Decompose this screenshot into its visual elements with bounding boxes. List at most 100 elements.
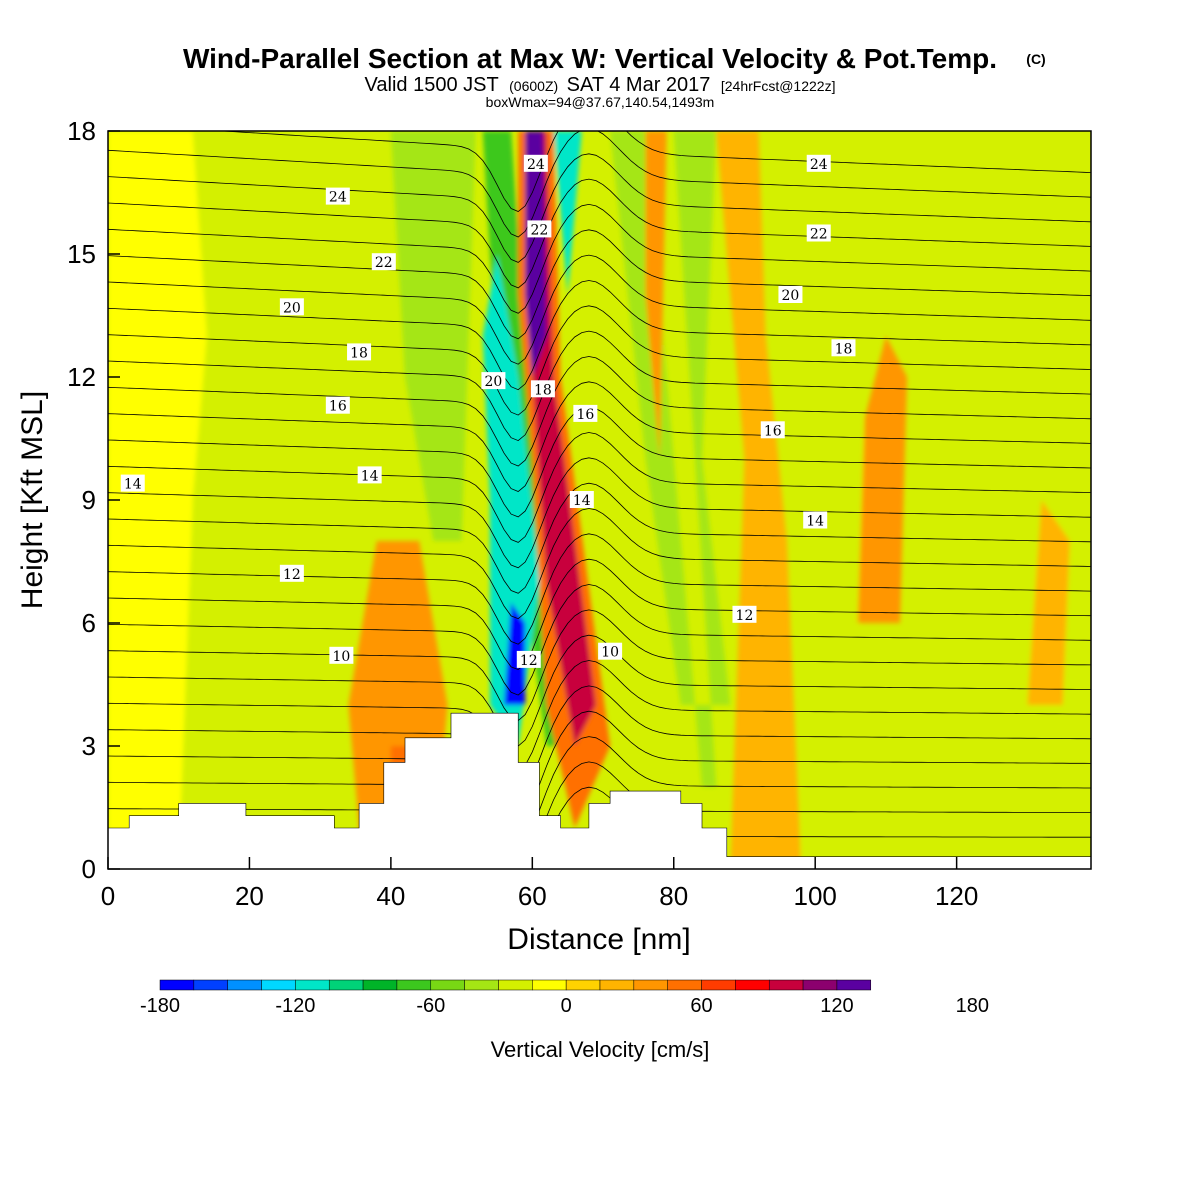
contour-label-bg [371, 253, 396, 271]
vv-band-right-up [857, 336, 908, 623]
vertical-velocity-field [108, 131, 1091, 869]
colorbar-swatch [261, 979, 296, 991]
contour-label-bg [803, 511, 828, 529]
vv-band-right-down [786, 131, 865, 869]
theta-contour-line [108, 406, 1091, 518]
theta-contour-line [108, 381, 1091, 492]
contour-label-text: 12 [283, 567, 301, 583]
contour-label-bg [279, 564, 304, 582]
contour-label: 14 [569, 491, 594, 509]
contour-label: 14 [120, 474, 145, 493]
colorbar-tick-label: 60 [690, 995, 712, 1017]
theta-contour-line [108, 305, 1091, 416]
colorbar-swatch [735, 979, 770, 991]
colorbar-swatch [396, 979, 432, 991]
theta-contour-line [108, 558, 1091, 671]
y-tick-label: 3 [82, 731, 96, 761]
contour-label-text: 14 [573, 493, 591, 509]
theta-contour-line [108, 736, 1091, 849]
contour-label-bg [325, 187, 350, 205]
contour-label-text: 18 [534, 382, 552, 398]
colorbar-tick-label: -60 [416, 995, 445, 1017]
contour-label: 16 [573, 404, 598, 423]
colorbar-swatch [633, 979, 668, 991]
vv-band-downslope-core [504, 602, 526, 705]
contour-label-text: 14 [806, 514, 824, 530]
contour-label: 12 [516, 650, 541, 669]
colorbar-swatch [227, 979, 262, 991]
contour-label-text: 18 [350, 345, 368, 361]
contour-label-text: 16 [329, 399, 347, 415]
x-tick-label: 100 [793, 881, 836, 911]
contour-label: 10 [329, 646, 354, 665]
x-axis: 0 20 40 60 80 100 120 [101, 857, 978, 911]
contour-label-bg [523, 154, 548, 172]
colorbar-swatch [430, 979, 465, 991]
contour-label-text: 16 [576, 407, 594, 423]
colorbar-swatch [193, 979, 228, 991]
subtitle-forecast: [24hrFcst@1222z] [721, 78, 836, 94]
theta-contour-line [108, 457, 1091, 569]
contour-label-bg [598, 642, 623, 660]
colorbar-swatch [464, 979, 499, 991]
colorbar-title: Vertical Velocity [cm/s] [491, 1037, 710, 1062]
colorbar-swatch [802, 979, 838, 991]
colorbar-swatch [159, 979, 195, 991]
chart-title-units: (C) [1026, 51, 1045, 67]
contour-label: 16 [325, 396, 350, 415]
contour-label: 22 [371, 253, 396, 271]
contour-label-bg [347, 343, 372, 361]
contour-label-bg [760, 421, 785, 439]
contour-label-text: 24 [527, 157, 545, 173]
contour-label-bg [325, 396, 350, 414]
contour-label: 18 [347, 343, 372, 361]
contour-label: 10 [598, 642, 623, 661]
vv-band-right-light [716, 131, 802, 869]
colorbar-swatch [498, 979, 533, 991]
theta-contour-line [108, 356, 1091, 467]
colorbar-swatch [328, 979, 364, 991]
y-tick-label: 0 [82, 854, 96, 884]
contour-label-bg [279, 298, 304, 316]
theta-contour-line [108, 533, 1091, 645]
x-tick-label: 60 [518, 881, 547, 911]
theta-contour-line [108, 660, 1091, 772]
contour-label-text: 20 [485, 374, 503, 390]
vv-band-lee-down [610, 131, 731, 787]
contour-label-bg [806, 154, 831, 172]
contour-labels: 14 12 10 14 16 18 20 22 24 20 12 24 22 18 16 14 10 12 16 14… [120, 154, 856, 669]
contour-label-bg [573, 404, 598, 422]
theta-contour-line [108, 280, 1091, 391]
contour-label-text: 18 [835, 341, 853, 357]
contour-label-text: 10 [332, 649, 350, 665]
theta-contour-line [108, 178, 1091, 289]
theta-contour-line [108, 330, 1091, 442]
theta-contour-line [108, 432, 1091, 543]
terrain [108, 712, 1091, 869]
theta-contour-line [108, 203, 1091, 314]
contour-label: 20 [279, 298, 304, 316]
contour-label: 24 [523, 154, 548, 173]
colorbar-swatch [532, 979, 567, 991]
theta-contour-line [108, 634, 1091, 747]
y-tick-label: 9 [82, 485, 96, 515]
contour-label-bg [732, 605, 757, 623]
colorbar-tick-label: 120 [820, 995, 853, 1017]
contour-label: 18 [831, 339, 856, 357]
colorbar-swatch [295, 979, 330, 991]
contour-label-text: 14 [124, 477, 142, 493]
contour-label: 12 [279, 564, 304, 583]
contour-label: 22 [806, 224, 831, 243]
y-axis: 0 3 6 9 12 15 18 [67, 116, 120, 884]
vv-band-left-light [108, 131, 207, 869]
contour-label-bg [778, 286, 803, 303]
colorbar-swatch [667, 979, 702, 991]
y-tick-label: 15 [67, 239, 96, 269]
contour-label-text: 16 [764, 423, 782, 439]
theta-contour-line [108, 584, 1091, 696]
theta-contour-line [108, 482, 1091, 594]
x-tick-label: 120 [935, 881, 978, 911]
contour-label-text: 24 [810, 157, 828, 173]
x-tick-label: 80 [659, 881, 688, 911]
